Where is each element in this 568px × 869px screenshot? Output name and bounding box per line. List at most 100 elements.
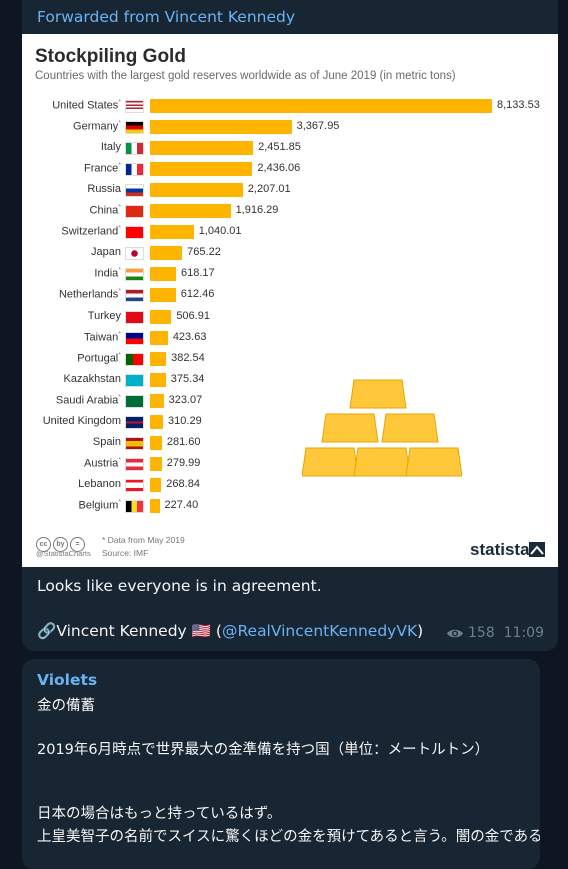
value-label: 2,207.01 [247, 183, 291, 196]
flag-icon [125, 415, 144, 429]
value-label: 765.22 [187, 246, 221, 259]
sender-name[interactable]: Violets [37, 671, 98, 689]
chart-row: Spain 281.60 [22, 433, 558, 454]
flag-icon [125, 226, 144, 240]
signature-paren-close: ) [417, 622, 424, 640]
bar [150, 246, 183, 261]
signature-handle-link[interactable]: @RealVincentKennedyVK [221, 622, 418, 640]
flag-icon [125, 163, 144, 177]
bar [150, 267, 176, 282]
chart-row: China* 1,916.29 [22, 201, 558, 222]
gold-bars-illustration [302, 379, 462, 477]
value-label: 375.34 [170, 372, 205, 385]
message-time: 11:09 [503, 625, 544, 641]
value-label: 1,916.29 [235, 204, 279, 217]
value-label: 618.17 [180, 267, 215, 280]
view-count: 158 [468, 625, 495, 641]
nd-icon: = [70, 537, 85, 552]
forwarded-from-link[interactable]: Forwarded from Vincent Kennedy [37, 8, 296, 26]
category-label: India* [94, 267, 121, 281]
bar [150, 309, 172, 324]
chart-footnote: * Data from May 2019 [102, 535, 185, 545]
flag-icon [125, 142, 144, 156]
license-icons: cc by = [36, 531, 87, 552]
bar [150, 351, 167, 366]
category-label: Russia [87, 183, 121, 196]
value-label: 506.91 [176, 309, 210, 322]
category-label: Belgium* [78, 498, 121, 512]
statista-handle: @StatistaCharts [36, 549, 91, 558]
chart-row: Taiwan* 423.63 [22, 328, 558, 349]
value-label: 227.40 [164, 498, 199, 511]
category-label: Portugal* [77, 351, 121, 365]
message-meta: 158 11:09 [446, 625, 544, 641]
value-label: 423.63 [172, 330, 207, 343]
chart-row: Kazakhstan 375.34 [22, 370, 558, 391]
by-icon: by [53, 537, 68, 552]
chart-subtitle: Countries with the largest gold reserves… [35, 70, 456, 82]
chart-row: France* 2,436.06 [22, 159, 558, 180]
chart-source: Source: IMF [102, 548, 149, 558]
category-label: Kazakhstan [63, 372, 121, 385]
chart-row: Russia 2,207.01 [22, 180, 558, 201]
chart-row: Turkey 506.91 [22, 307, 558, 328]
signature-paren-open: ( [215, 622, 222, 640]
chart-row: India* 618.17 [22, 264, 558, 285]
chart-row: United Kingdom 310.29 [22, 412, 558, 433]
category-label: United Kingdom [42, 414, 121, 427]
flag-icon [125, 436, 144, 450]
category-label: Austria* [84, 456, 121, 470]
reply-message: Violets 金の備蓄 2019年6月時点で世界最大の金準備を持つ国（単位：メ… [22, 659, 540, 869]
flag-icon [125, 373, 144, 387]
bar [150, 456, 162, 471]
bar [150, 141, 254, 156]
message-signature: 🔗Vincent Kennedy 🇺🇸 (@RealVincentKennedy… [37, 622, 423, 640]
flag-icon [125, 499, 144, 513]
value-label: 382.54 [171, 351, 205, 364]
category-label: Italy [100, 141, 121, 154]
chart-title: Stockpiling Gold [35, 46, 186, 67]
forwarded-message: Forwarded from Vincent Kennedy Stockpili… [22, 0, 558, 651]
bar [150, 372, 166, 387]
value-label: 1,040.01 [198, 225, 242, 238]
category-label: China* [89, 204, 121, 217]
statista-logo-icon [529, 542, 545, 557]
flag-icon [125, 310, 144, 324]
bar [150, 120, 292, 135]
category-label: Germany* [73, 120, 121, 133]
bar [150, 477, 162, 492]
chart-row: Germany* 3,367.95 [22, 117, 558, 138]
eye-icon [447, 629, 463, 638]
category-label: Netherlands* [58, 288, 121, 302]
chart-row: Saudi Arabia* 323.07 [22, 391, 558, 412]
flag-icon [125, 289, 144, 303]
chart-row: Netherlands* 612.46 [22, 285, 558, 306]
bar [150, 435, 162, 450]
value-label: 2,436.06 [257, 162, 301, 175]
chart-row: Japan 765.22 [22, 243, 558, 264]
message-line: 上皇美智子の名前でスイスに驚くほどの金を預けてあると言う。闇の金である。 [37, 829, 540, 845]
value-label: 268.84 [166, 477, 200, 490]
category-label: Lebanon [78, 477, 121, 490]
category-label: United States* [52, 99, 121, 112]
message-line: 日本の場合はもっと持っているはず。 [37, 806, 282, 822]
bar [150, 498, 160, 513]
flag-icon [125, 268, 144, 282]
category-label: Turkey [87, 309, 121, 322]
bar [150, 183, 243, 198]
message-text: Looks like everyone is in agreement. [37, 577, 322, 595]
flag-icon [125, 478, 144, 492]
signature-name: Vincent Kennedy 🇺🇸 [56, 622, 211, 640]
category-label: France* [84, 162, 121, 175]
bar [150, 393, 164, 408]
flag-icon [125, 184, 144, 198]
value-label: 279.99 [166, 456, 201, 469]
statista-logo: statista [470, 540, 530, 559]
category-label: Japan [91, 246, 121, 259]
chart-image[interactable]: Stockpiling Gold Countries with the larg… [22, 34, 558, 567]
bar [150, 99, 492, 113]
bar [150, 162, 253, 177]
value-label: 3,367.95 [296, 120, 340, 133]
value-label: 2,451.85 [258, 141, 301, 154]
value-label: 281.60 [166, 435, 201, 448]
